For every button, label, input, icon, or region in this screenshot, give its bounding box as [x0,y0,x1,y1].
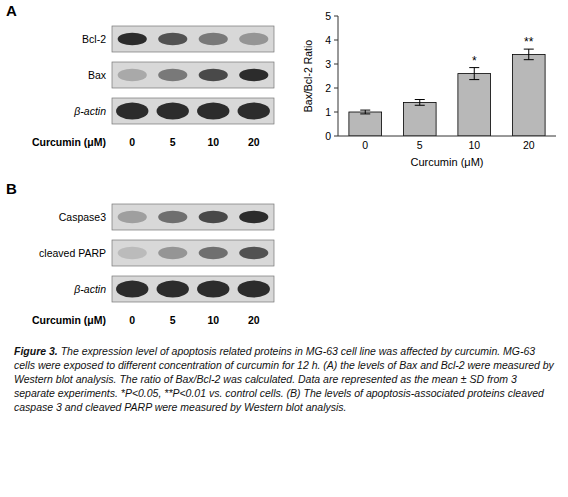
band [158,247,187,259]
panel-label: B [6,180,17,197]
lane-axis-label: Curcumin (μM) [32,136,106,148]
bar [349,112,382,136]
blot-row [112,26,274,52]
caption: Figure 3. The expression level of apopto… [14,344,554,414]
band [199,69,228,81]
significance: ** [524,35,534,49]
band [197,102,229,119]
band [239,247,268,259]
x-tick-label: 0 [362,139,368,151]
error-bar [524,49,534,60]
band [199,33,228,45]
band [158,69,187,81]
band [118,211,147,223]
band [199,211,228,223]
y-tick [334,112,338,113]
band [158,33,187,45]
band [118,247,147,259]
y-tick-label: 0 [325,130,331,142]
blot-row [112,204,274,230]
lane-label: 5 [170,136,176,148]
band [199,247,228,259]
blot-row [112,276,274,302]
bar [403,102,436,136]
y-tick [334,88,338,89]
x-tick-label: 20 [523,139,535,151]
x-tick-label: 10 [468,139,480,151]
blot-row [112,98,274,124]
panel-label: A [6,2,17,19]
band [197,280,229,297]
figure: ABcl-2Baxβ-actin051020Curcumin (μM)BCasp… [0,0,568,338]
x-axis [338,136,556,137]
band [118,69,147,81]
lane-label: 5 [170,314,176,326]
y-tick [334,136,338,137]
row-label: Bcl-2 [82,33,106,45]
y-tick-label: 3 [325,58,331,70]
y-axis [338,16,339,136]
blot-panel: B Caspase3 cleaved PARP β-actin 0 5 10 20 Curcum… [6,180,274,326]
x-axis-label: Curcumin (μM) [411,156,484,168]
caption-label: Figure 3. [14,345,58,357]
band [239,33,268,45]
lane-label: 10 [207,136,219,148]
bars [349,49,545,136]
bar-chart: 0 1 2 3 4 5 0 5 10 20 Curcumin (μM) Bax/Bcl-2 Ratio… [302,10,556,168]
blot-row [112,240,274,266]
lane-label: 20 [248,314,260,326]
bar [512,54,545,136]
lane-label: 0 [129,314,135,326]
y-tick [334,16,338,17]
y-tick [334,64,338,65]
y-tick-label: 4 [325,34,331,46]
lane-label: 20 [248,136,260,148]
band [239,211,268,223]
y-tick [334,40,338,41]
y-axis-label: Bax/Bcl-2 Ratio [302,40,314,113]
band [238,280,270,297]
bar [458,74,491,136]
significance: * [472,54,477,68]
lane-axis-label: Curcumin (μM) [32,314,106,326]
row-label: cleaved PARP [39,247,106,259]
error-bar [415,100,425,106]
row-label: Caspase3 [59,211,106,223]
caption-text: The expression level of apoptosis relate… [14,345,554,413]
row-label: Bax [88,69,107,81]
band [118,33,147,45]
band [239,69,268,81]
y-tick-label: 1 [325,106,331,118]
band [157,102,189,119]
row-label: β-actin [73,105,106,117]
y-tick-label: 5 [325,10,331,22]
row-label: β-actin [73,283,106,295]
blot-row [112,62,274,88]
band [238,102,270,119]
y-tick-label: 2 [325,82,331,94]
error-bar [469,68,479,80]
blot-panel: A Bcl-2 Bax β-actin 0 5 10 20 Curcumin (μM) [6,2,274,148]
lane-label: 10 [207,314,219,326]
lane-label: 0 [129,136,135,148]
band [158,211,187,223]
error-bar [360,110,370,114]
band [116,102,148,119]
band [116,280,148,297]
band [157,280,189,297]
x-tick-label: 5 [417,139,423,151]
